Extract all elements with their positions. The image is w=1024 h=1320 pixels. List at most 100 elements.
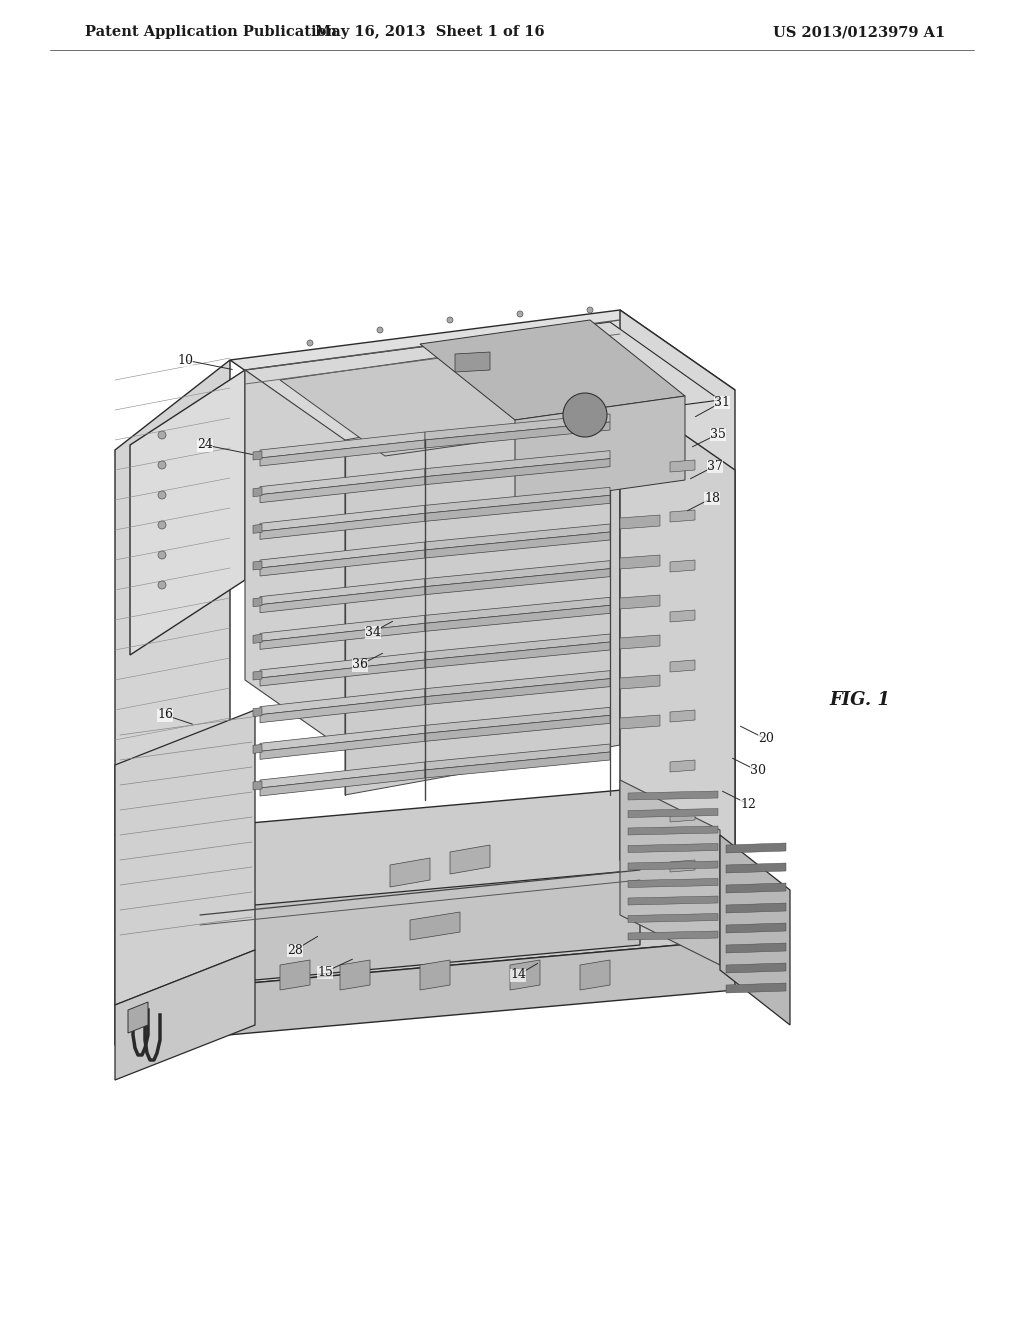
Polygon shape	[670, 459, 695, 473]
Polygon shape	[726, 942, 786, 953]
Polygon shape	[130, 370, 245, 655]
Polygon shape	[260, 689, 425, 714]
Polygon shape	[425, 450, 610, 477]
Polygon shape	[128, 1002, 148, 1034]
Polygon shape	[620, 389, 735, 940]
Polygon shape	[455, 352, 490, 372]
Polygon shape	[245, 322, 720, 447]
Text: 15: 15	[317, 965, 333, 978]
Polygon shape	[260, 513, 425, 540]
Polygon shape	[115, 940, 735, 1045]
Polygon shape	[260, 469, 425, 495]
Polygon shape	[425, 598, 610, 623]
Polygon shape	[726, 983, 786, 993]
Polygon shape	[280, 338, 680, 455]
Polygon shape	[726, 964, 786, 973]
Polygon shape	[425, 422, 610, 447]
Polygon shape	[260, 506, 425, 532]
Circle shape	[158, 581, 166, 589]
Polygon shape	[425, 634, 610, 660]
Polygon shape	[425, 487, 610, 513]
Polygon shape	[628, 808, 718, 817]
Polygon shape	[260, 725, 425, 751]
Polygon shape	[425, 606, 610, 631]
Text: 12: 12	[740, 797, 756, 810]
Polygon shape	[420, 960, 450, 990]
Text: Patent Application Publication: Patent Application Publication	[85, 25, 337, 40]
Polygon shape	[200, 870, 640, 985]
Polygon shape	[425, 715, 610, 742]
Circle shape	[517, 312, 523, 317]
Circle shape	[158, 550, 166, 558]
Polygon shape	[670, 861, 695, 873]
Polygon shape	[115, 950, 255, 1080]
Polygon shape	[253, 524, 262, 533]
Polygon shape	[720, 836, 790, 1026]
Text: 30: 30	[750, 764, 766, 777]
Polygon shape	[253, 708, 262, 717]
Circle shape	[158, 521, 166, 529]
Polygon shape	[628, 861, 718, 870]
Polygon shape	[260, 762, 425, 788]
Text: 37: 37	[707, 459, 723, 473]
Polygon shape	[670, 610, 695, 622]
Polygon shape	[425, 532, 610, 558]
Polygon shape	[628, 879, 718, 887]
Circle shape	[563, 393, 607, 437]
Polygon shape	[115, 780, 735, 995]
Circle shape	[587, 308, 593, 313]
Polygon shape	[425, 414, 610, 440]
Polygon shape	[260, 734, 425, 759]
Text: 16: 16	[157, 709, 173, 722]
Polygon shape	[425, 678, 610, 705]
Text: 20: 20	[758, 733, 774, 746]
Polygon shape	[253, 671, 262, 680]
Polygon shape	[260, 477, 425, 503]
Polygon shape	[115, 710, 255, 1005]
Text: May 16, 2013  Sheet 1 of 16: May 16, 2013 Sheet 1 of 16	[315, 25, 545, 40]
Polygon shape	[253, 744, 262, 754]
Polygon shape	[425, 569, 610, 595]
Polygon shape	[253, 781, 262, 789]
Polygon shape	[515, 396, 685, 504]
Polygon shape	[628, 791, 718, 800]
Polygon shape	[420, 319, 685, 420]
Polygon shape	[253, 451, 262, 459]
Polygon shape	[260, 543, 425, 568]
Polygon shape	[260, 440, 425, 466]
Polygon shape	[115, 360, 230, 836]
Text: 14: 14	[510, 969, 526, 982]
Polygon shape	[628, 826, 718, 836]
Polygon shape	[425, 524, 610, 550]
Polygon shape	[510, 960, 540, 990]
Text: FIG. 1: FIG. 1	[829, 690, 891, 709]
Polygon shape	[670, 760, 695, 772]
Text: 35: 35	[710, 428, 726, 441]
Polygon shape	[620, 780, 720, 965]
Polygon shape	[410, 912, 460, 940]
Polygon shape	[260, 586, 425, 612]
Polygon shape	[726, 843, 786, 853]
Text: 28: 28	[287, 944, 303, 957]
Polygon shape	[390, 858, 430, 887]
Polygon shape	[425, 708, 610, 734]
Polygon shape	[620, 595, 660, 609]
Text: US 2013/0123979 A1: US 2013/0123979 A1	[773, 25, 945, 40]
Polygon shape	[260, 578, 425, 605]
Polygon shape	[425, 495, 610, 521]
Polygon shape	[245, 370, 345, 750]
Polygon shape	[726, 923, 786, 933]
Polygon shape	[230, 310, 735, 440]
Polygon shape	[260, 432, 425, 458]
Polygon shape	[425, 458, 610, 484]
Polygon shape	[620, 715, 660, 729]
Polygon shape	[726, 903, 786, 913]
Text: 18: 18	[705, 491, 720, 504]
Polygon shape	[670, 660, 695, 672]
Circle shape	[447, 317, 453, 323]
Polygon shape	[340, 960, 370, 990]
Polygon shape	[670, 560, 695, 572]
Polygon shape	[425, 744, 610, 770]
Text: 31: 31	[714, 396, 730, 408]
Circle shape	[158, 432, 166, 440]
